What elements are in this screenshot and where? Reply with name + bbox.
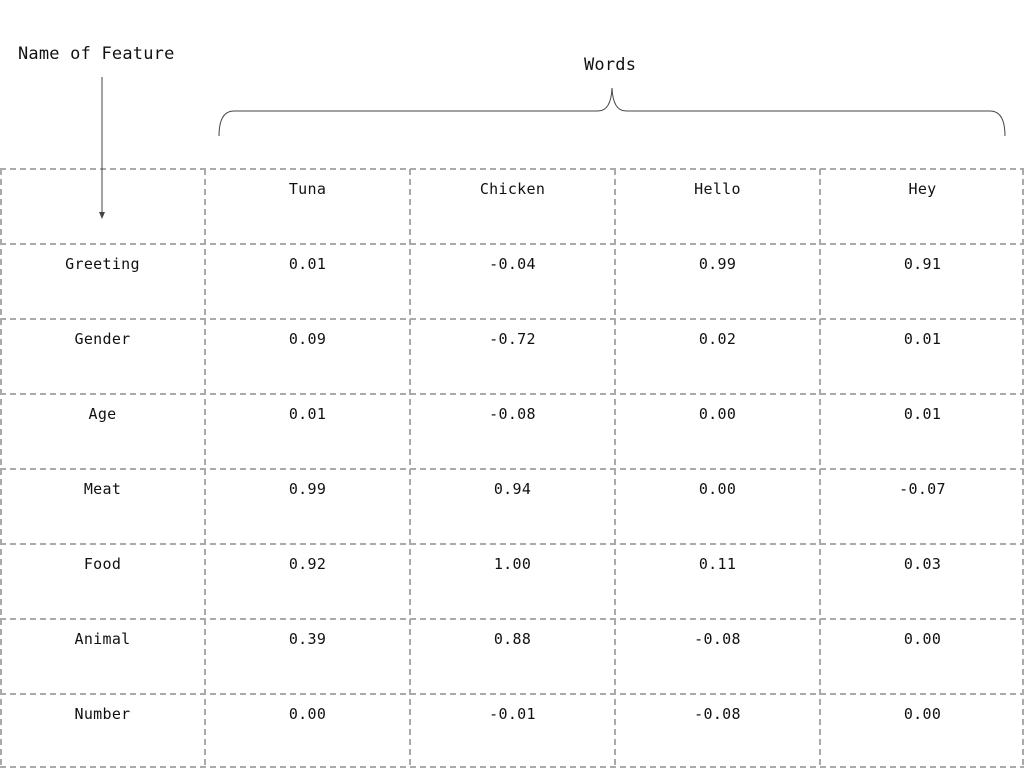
table-cell: 0.94 (493, 480, 532, 498)
table-cell: 0.01 (903, 330, 942, 348)
words-brace (218, 87, 1006, 137)
words-annotation: Words (584, 55, 637, 75)
table-cell: 0.00 (288, 705, 327, 723)
row-header-meat: Meat (83, 480, 122, 498)
table-cell: 1.00 (493, 555, 532, 573)
row-header-gender: Gender (74, 330, 131, 348)
table-cell: 0.09 (288, 330, 327, 348)
table-cell: 0.00 (903, 705, 942, 723)
table-cell: -0.08 (694, 705, 741, 723)
table-cell: 0.39 (288, 630, 327, 648)
feature-name-annotation: Name of Feature (18, 44, 175, 64)
row-header-animal: Animal (74, 630, 131, 648)
row-header-age: Age (88, 405, 117, 423)
table-cell: 0.91 (903, 255, 942, 273)
column-header-chicken: Chicken (479, 180, 546, 198)
table-cell: 0.01 (903, 405, 942, 423)
table-cell: -0.08 (489, 405, 536, 423)
table-cell: -0.04 (489, 255, 536, 273)
table-cell: 0.99 (698, 255, 737, 273)
table-cell: -0.01 (489, 705, 536, 723)
table-cell: 0.00 (903, 630, 942, 648)
table-cell: 0.01 (288, 255, 327, 273)
row-header-food: Food (83, 555, 122, 573)
column-header-tuna: Tuna (288, 180, 327, 198)
table-cell: 0.00 (698, 480, 737, 498)
table-cell: 0.00 (698, 405, 737, 423)
table-cell: -0.72 (489, 330, 536, 348)
row-header-number: Number (74, 705, 131, 723)
table-cell: 0.11 (698, 555, 737, 573)
table-cell: -0.08 (694, 630, 741, 648)
table-cell: 0.01 (288, 405, 327, 423)
table-cell: 0.02 (698, 330, 737, 348)
table-cell: -0.07 (899, 480, 946, 498)
table-cell: 0.92 (288, 555, 327, 573)
row-header-greeting: Greeting (65, 255, 140, 273)
column-header-hey: Hey (908, 180, 937, 198)
header-corner-cell (0, 169, 205, 244)
column-header-hello: Hello (694, 180, 741, 198)
table-cell: 0.99 (288, 480, 327, 498)
table-cell: 0.03 (903, 555, 942, 573)
embedding-table: Tuna Chicken Hello Hey Greeting 0.01 -0.04 0.99… (0, 169, 1024, 768)
table-cell: 0.88 (493, 630, 532, 648)
